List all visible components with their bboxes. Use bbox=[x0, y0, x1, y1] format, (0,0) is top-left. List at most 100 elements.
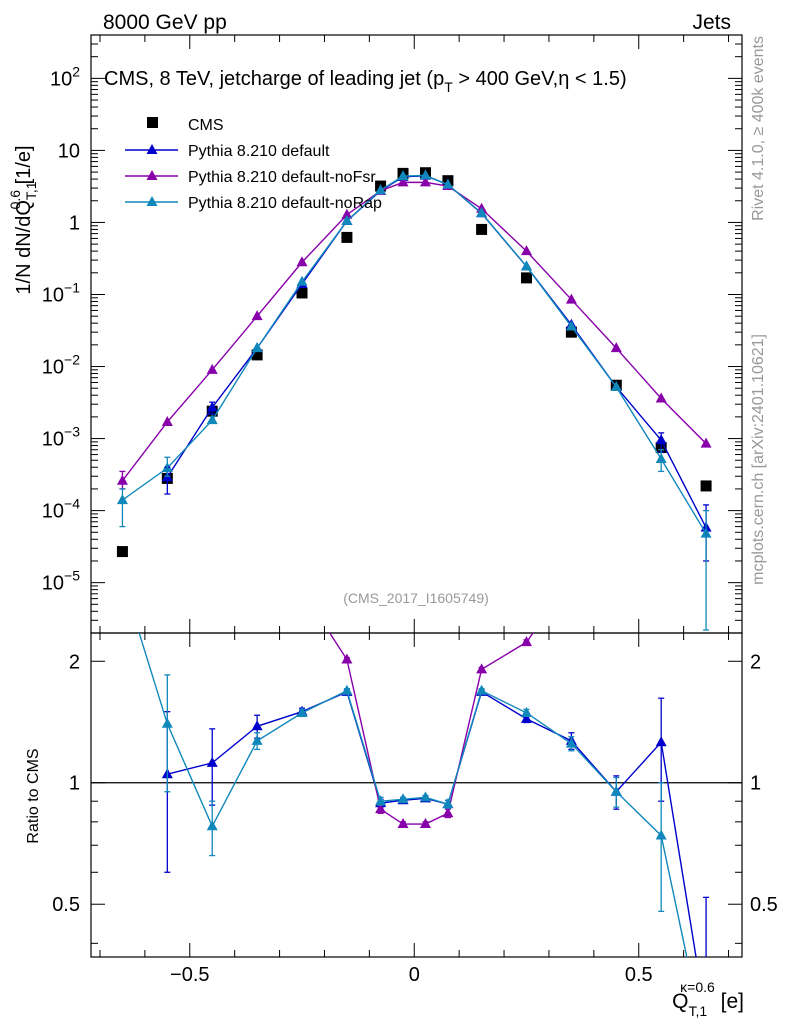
series-line-3 bbox=[122, 174, 707, 534]
series-marker-3 bbox=[296, 275, 308, 286]
ratio-marker-2 bbox=[520, 636, 532, 647]
legend-item-norap: Pythia 8.210 default-noRap bbox=[125, 195, 382, 212]
ratio-marker-3 bbox=[296, 706, 308, 717]
legend-marker-norap bbox=[146, 196, 158, 206]
x-axis-label-unit: [e] bbox=[715, 990, 744, 1013]
series-marker-3 bbox=[375, 184, 387, 195]
series-marker-2 bbox=[520, 245, 532, 256]
ratio-marker-2 bbox=[341, 653, 353, 664]
ratio-marker-3 bbox=[161, 717, 173, 728]
series-marker-2 bbox=[397, 176, 409, 187]
ratio-line-3 bbox=[138, 633, 688, 957]
cms-data-point bbox=[251, 349, 263, 361]
ratio-marker-2 bbox=[375, 803, 387, 814]
series-marker-3 bbox=[419, 169, 431, 180]
x-tick-label: 0.5 bbox=[625, 964, 653, 986]
ratio-panel-frame bbox=[90, 632, 743, 958]
header-right: Jets bbox=[692, 11, 731, 34]
x-axis-label: QT,1 κ=0.6 [e] bbox=[672, 979, 744, 1019]
series-marker-2 bbox=[419, 176, 431, 187]
series-marker-3 bbox=[520, 260, 532, 271]
series-marker-2 bbox=[610, 342, 622, 353]
series-line-2 bbox=[121, 181, 707, 482]
ratio-marker-3 bbox=[397, 793, 409, 804]
y-axis-label-sup: 0.6 bbox=[7, 190, 23, 210]
cms-data-point bbox=[296, 287, 308, 299]
ratio-tick-label-left: 1 bbox=[69, 773, 80, 795]
series-marker-3 bbox=[206, 414, 218, 425]
ratio-marker-3 bbox=[442, 798, 454, 809]
ratio-marker-2 bbox=[397, 818, 409, 829]
y-tick-label: 10−1 bbox=[42, 279, 80, 306]
chart-title-rest: > 400 GeV,η < 1.5) bbox=[453, 68, 627, 90]
cms-data-point bbox=[476, 223, 488, 235]
cms-data-point bbox=[565, 326, 577, 338]
legend-label-cms: CMS bbox=[188, 117, 224, 134]
ratio-axis-label: Ratio to CMS bbox=[25, 748, 42, 843]
analysis-id: (CMS_2017_I1605749) bbox=[343, 590, 489, 606]
y-axis-label: 1/N dN/dQT,10.6 [1/e] bbox=[7, 145, 39, 294]
x-tick-label: 0 bbox=[409, 964, 420, 986]
series-marker-2 bbox=[296, 256, 308, 267]
y-axis-label-main: 1/N dN/dQ bbox=[13, 200, 35, 294]
y-tick-label: 102 bbox=[50, 63, 80, 90]
ratio-line-2 bbox=[328, 633, 534, 825]
series-marker-2 bbox=[655, 392, 667, 403]
y-tick-label: 10 bbox=[58, 140, 80, 162]
cms-data-point bbox=[341, 231, 353, 243]
ratio-marker-1 bbox=[251, 720, 263, 731]
ratio-marker-3 bbox=[341, 684, 353, 695]
legend-item-default: Pythia 8.210 default bbox=[125, 143, 330, 160]
series-marker-2 bbox=[341, 208, 353, 219]
y-tick-label: 10−3 bbox=[42, 424, 80, 451]
legend-marker-cms bbox=[147, 117, 158, 128]
series-marker-3 bbox=[442, 178, 454, 189]
ratio-marker-3 bbox=[251, 734, 263, 745]
ratio-marker-3 bbox=[655, 829, 667, 840]
legend-label-default: Pythia 8.210 default bbox=[188, 143, 330, 160]
cms-data-point bbox=[700, 480, 712, 492]
mcplots-label: mcplots.cern.ch [arXiv:2401.10621] bbox=[750, 334, 767, 585]
y-axis-label-sub: T,1 bbox=[23, 181, 39, 200]
ratio-marker-3 bbox=[520, 706, 532, 717]
series-marker-3 bbox=[341, 214, 353, 225]
y-tick-label: 10−4 bbox=[42, 496, 80, 523]
main-plot-data bbox=[116, 167, 712, 631]
x-axis-label-sub: T,1 bbox=[688, 1003, 707, 1019]
ratio-marker-3 bbox=[375, 795, 387, 806]
ratio-marker-2 bbox=[419, 818, 431, 829]
ratio-tick-label-right: 0.5 bbox=[750, 894, 778, 916]
x-axis-label-sup: κ=0.6 bbox=[680, 979, 715, 995]
axes-layer: −0.5 0 0.5 10−5 10−4 10−3 10−2 10−1 1 10 102 0.5 0.5… bbox=[42, 34, 778, 986]
y-tick-label: 10−5 bbox=[42, 568, 80, 595]
ratio-marker-3 bbox=[419, 791, 431, 802]
series-marker-3 bbox=[251, 342, 263, 353]
ratio-marker-3 bbox=[565, 737, 577, 748]
series-marker-2 bbox=[206, 363, 218, 374]
legend-marker-nofsr bbox=[146, 170, 158, 180]
ratio-marker-3 bbox=[610, 785, 622, 796]
x-axis-label-main: Q bbox=[672, 990, 688, 1013]
ratio-marker-1 bbox=[520, 712, 532, 723]
ratio-marker-3 bbox=[206, 820, 218, 831]
series-marker-2 bbox=[700, 437, 712, 448]
series-marker-2 bbox=[251, 310, 263, 321]
legend-marker-default bbox=[146, 144, 158, 154]
header-left: 8000 GeV pp bbox=[103, 11, 227, 34]
legend-label-norap: Pythia 8.210 default-noRap bbox=[188, 195, 382, 212]
ratio-marker-2 bbox=[442, 807, 454, 818]
chart-title: CMS, 8 TeV, jetcharge of leading jet (pT… bbox=[104, 68, 627, 95]
ratio-tick-label-left: 0.5 bbox=[52, 894, 80, 916]
series-marker-3 bbox=[397, 170, 409, 181]
cms-data-point bbox=[116, 546, 128, 558]
y-axis-label-unit: [1/e] bbox=[13, 145, 35, 189]
cms-data-point bbox=[520, 272, 532, 284]
ratio-marker-1 bbox=[655, 736, 667, 747]
ratio-plot-data bbox=[138, 633, 710, 957]
x-tick-label: −0.5 bbox=[170, 964, 209, 986]
legend: CMS Pythia 8.210 default Pythia 8.210 de… bbox=[125, 117, 382, 212]
series-line-1 bbox=[166, 175, 707, 528]
series-marker-2 bbox=[161, 415, 173, 426]
ratio-marker-1 bbox=[206, 756, 218, 767]
